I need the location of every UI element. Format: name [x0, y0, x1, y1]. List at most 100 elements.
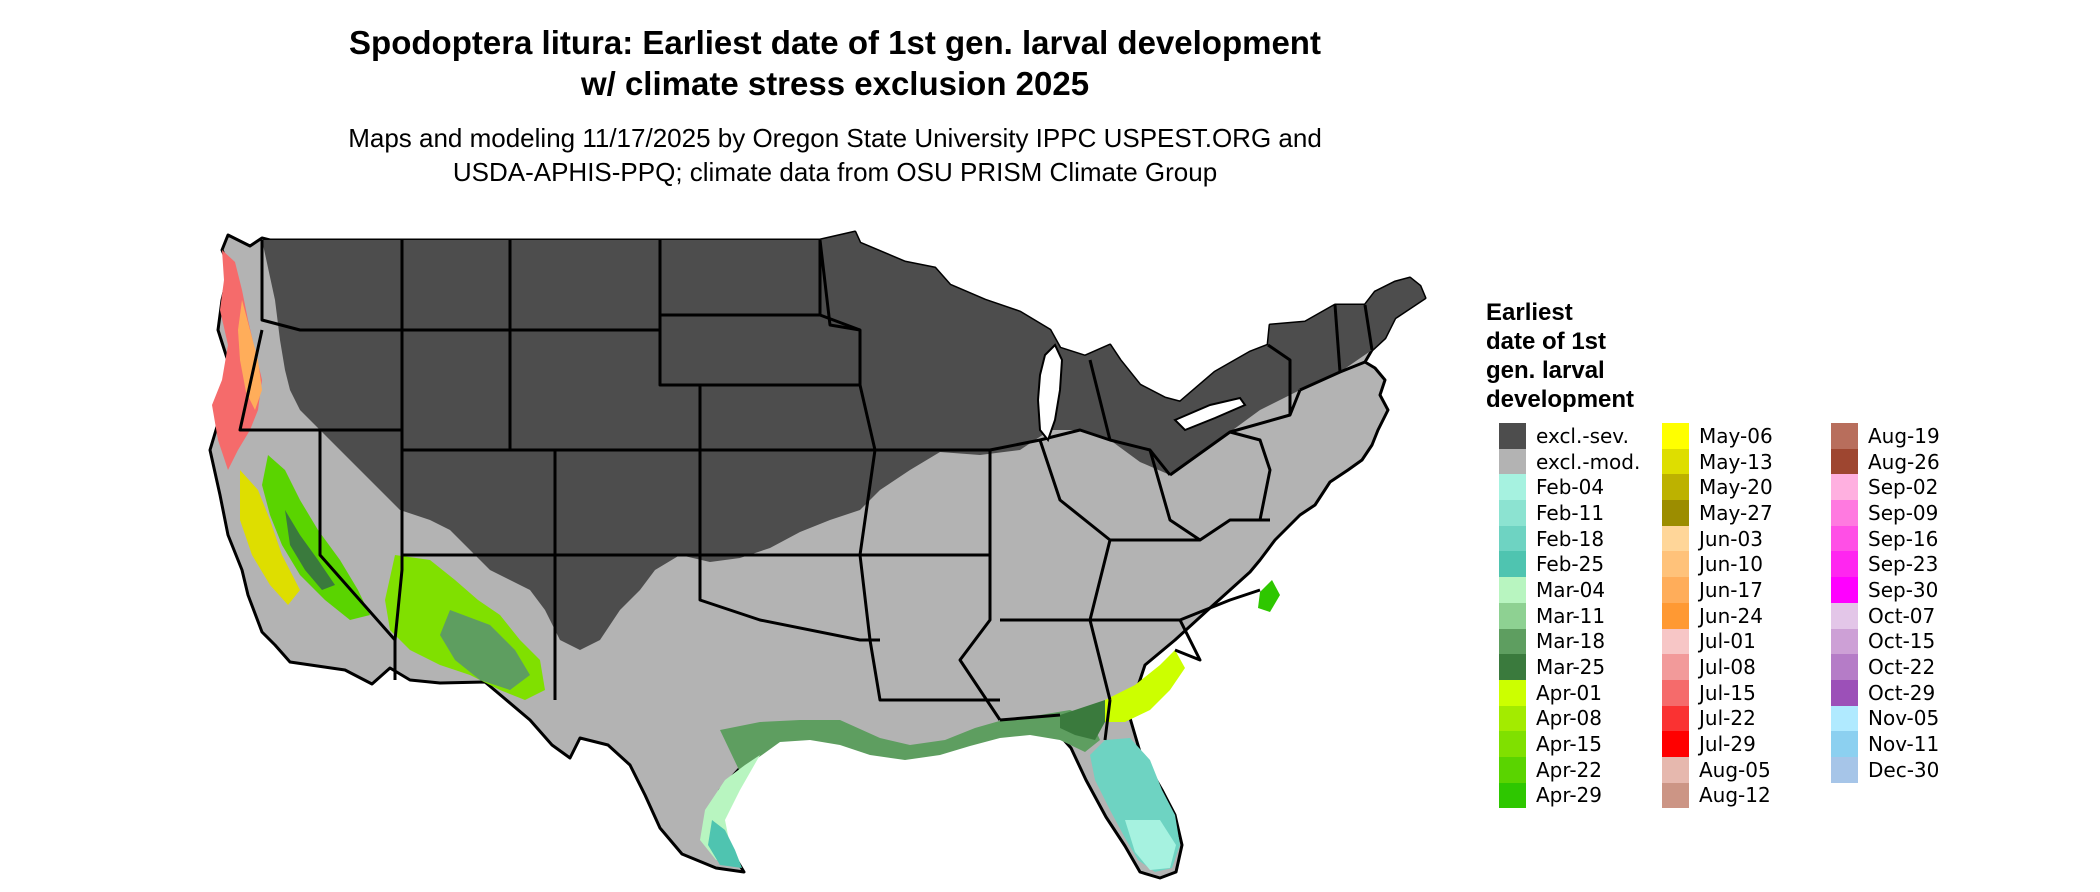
legend-item: Apr-08: [1499, 705, 1640, 732]
legend-item: Oct-29: [1831, 679, 1940, 706]
lake-michigan: [1036, 343, 1064, 443]
legend-swatch: [1831, 731, 1858, 757]
title-line-2: w/ climate stress exclusion 2025: [580, 65, 1090, 102]
legend-item: Mar-25: [1499, 654, 1640, 680]
title-line-1: Spodoptera litura: Earliest date of 1st …: [349, 24, 1321, 61]
legend-swatch: [1662, 500, 1689, 526]
legend-label: Mar-18: [1536, 629, 1606, 654]
legend-item: Sep-09: [1831, 500, 1940, 526]
legend-label: Sep-16: [1868, 526, 1939, 551]
legend-swatch: [1831, 679, 1858, 706]
legend-item: Nov-05: [1831, 705, 1940, 732]
legend-item: Sep-30: [1831, 577, 1940, 603]
legend-label: Jun-03: [1699, 526, 1763, 551]
subtitle-line-1: Maps and modeling 11/17/2025 by Oregon S…: [348, 123, 1322, 153]
legend-item: Apr-29: [1499, 782, 1640, 809]
legend-item: Jul-29: [1662, 731, 1773, 757]
map-title: Spodoptera litura: Earliest date of 1st …: [180, 22, 1490, 104]
legend-swatch: [1499, 782, 1526, 809]
legend-swatch: [1662, 448, 1689, 475]
legend-label: Feb-11: [1536, 500, 1605, 525]
legend-label: Jun-17: [1699, 577, 1763, 602]
legend-label: May-13: [1699, 449, 1773, 474]
legend-label: Apr-08: [1536, 706, 1602, 731]
legend-label: Nov-05: [1868, 706, 1940, 731]
california-coast-yellow: [240, 470, 300, 605]
legend-label: Jul-22: [1699, 706, 1756, 731]
legend-column-3: Aug-19 Aug-26 Sep-02 Sep-09 Sep-16 Sep-23 Sep-…: [1831, 423, 1940, 783]
arizona-desert-dark: [440, 610, 530, 690]
legend-label: Feb-04: [1536, 475, 1605, 500]
legend-label: Mar-04: [1536, 577, 1606, 602]
legend-swatch: [1499, 628, 1526, 655]
legend-item: Aug-26: [1831, 448, 1940, 475]
legend-swatch: [1831, 525, 1858, 552]
legend-swatch: [1662, 782, 1689, 809]
southeast-coast-dark: [1060, 700, 1105, 740]
legend-item: May-27: [1662, 500, 1773, 526]
southeast-coast-green: [1105, 650, 1185, 722]
legend-swatch: [1662, 654, 1689, 680]
legend-item: Jun-10: [1662, 551, 1773, 578]
legend-item: Jun-24: [1662, 602, 1773, 629]
legend-label: Apr-15: [1536, 732, 1602, 757]
legend-item: Feb-11: [1499, 500, 1640, 526]
legend-column-1: excl.-sev. excl.-mod. Feb-04 Feb-11 Feb-18 Fe…: [1499, 423, 1640, 809]
outer-banks: [1258, 580, 1280, 612]
florida-south: [1125, 820, 1176, 870]
legend-item: Feb-18: [1499, 525, 1640, 552]
legend-swatch: [1499, 654, 1526, 680]
legend-item: Jul-15: [1662, 679, 1773, 706]
legend-swatch: [1662, 602, 1689, 629]
legend-swatch: [1499, 448, 1526, 475]
legend-label: Dec-30: [1868, 757, 1940, 782]
legend-swatch: [1831, 423, 1858, 449]
legend-title-line-1: Earliest: [1486, 299, 1573, 326]
legend-swatch: [1499, 679, 1526, 706]
legend-title-line-2: date of 1st: [1486, 328, 1607, 355]
legend-swatch: [1662, 705, 1689, 732]
legend-item: Feb-04: [1499, 474, 1640, 501]
legend-item: Mar-18: [1499, 628, 1640, 655]
legend-label: excl.-sev.: [1536, 423, 1629, 448]
legend-item: Sep-23: [1831, 551, 1940, 578]
map-subtitle: Maps and modeling 11/17/2025 by Oregon S…: [180, 121, 1490, 189]
pacific-coast-band-inner: [238, 300, 262, 410]
legend-swatch: [1499, 500, 1526, 526]
legend-item: Feb-25: [1499, 551, 1640, 578]
legend-swatch: [1831, 500, 1858, 526]
legend-swatch: [1499, 577, 1526, 603]
legend-label: Mar-11: [1536, 603, 1606, 628]
subtitle-line-2: USDA-APHIS-PPQ; climate data from OSU PR…: [452, 157, 1218, 187]
legend-label: Nov-11: [1868, 732, 1940, 757]
legend-item: Aug-19: [1831, 423, 1940, 449]
legend-item: Apr-22: [1499, 756, 1640, 783]
legend-swatch: [1662, 756, 1689, 783]
legend-swatch: [1499, 423, 1526, 449]
legend-label: May-20: [1699, 475, 1773, 500]
legend-label: Feb-18: [1536, 526, 1605, 551]
legend-item: Oct-15: [1831, 628, 1940, 655]
legend-label: Sep-09: [1868, 500, 1939, 525]
legend-swatch: [1831, 705, 1858, 732]
legend-label: Oct-22: [1868, 655, 1936, 680]
legend-label: Apr-01: [1536, 680, 1602, 705]
legend-swatch: [1831, 602, 1858, 629]
legend-label: Feb-25: [1536, 552, 1605, 577]
legend-label: Jun-10: [1699, 552, 1763, 577]
legend-label: Apr-29: [1536, 783, 1602, 808]
legend-swatch: [1499, 756, 1526, 783]
legend-label: Jul-29: [1699, 732, 1756, 757]
california-valley: [262, 455, 370, 620]
legend-item: May-06: [1662, 423, 1773, 449]
legend-item: Apr-01: [1499, 679, 1640, 706]
legend-swatch: [1662, 474, 1689, 501]
legend-item: May-13: [1662, 448, 1773, 475]
legend-label: Sep-02: [1868, 475, 1939, 500]
legend-label: Sep-30: [1868, 577, 1939, 602]
legend-swatch: [1662, 628, 1689, 655]
legend-swatch: [1499, 551, 1526, 578]
legend-item: Jul-08: [1662, 654, 1773, 680]
legend-item: excl.-mod.: [1499, 448, 1640, 475]
